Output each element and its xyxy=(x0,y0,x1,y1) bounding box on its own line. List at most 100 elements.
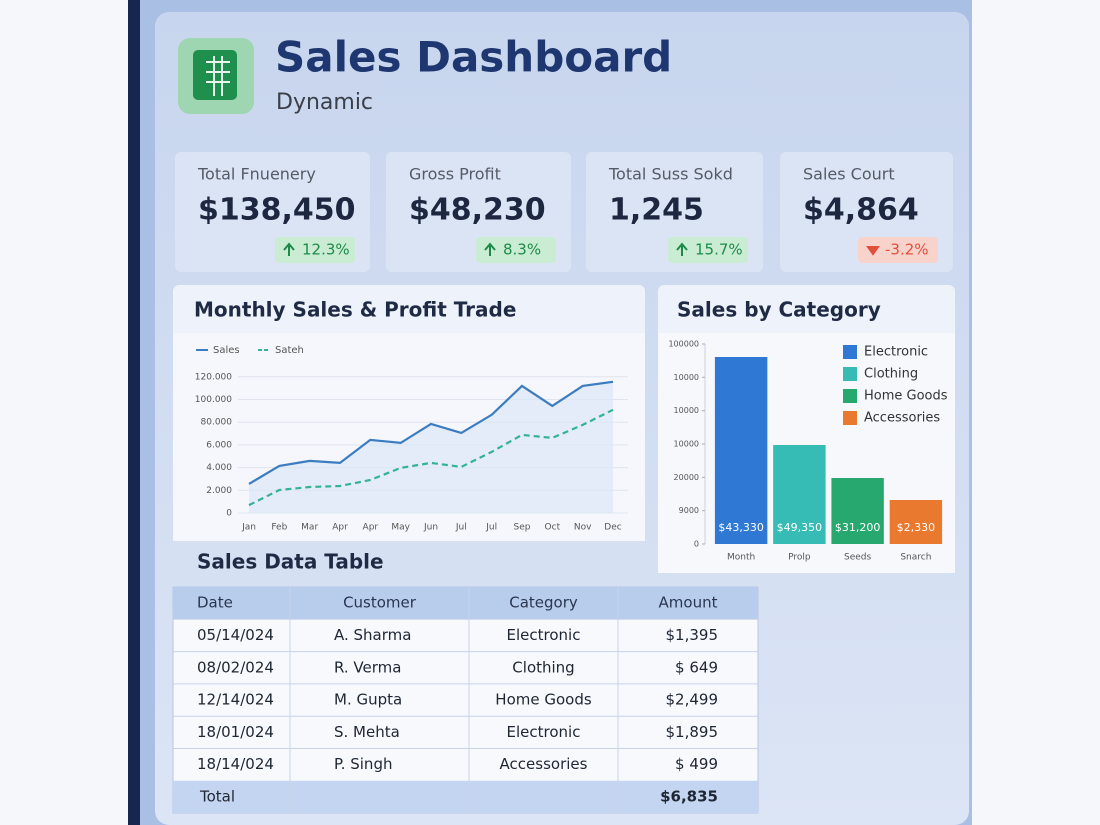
x-tick-label: Jul xyxy=(485,523,497,533)
kpi-badge xyxy=(275,237,355,263)
column-header: Date xyxy=(197,594,233,612)
frame-edge xyxy=(128,0,142,825)
y-tick-label: 9000 xyxy=(679,506,699,515)
table-cell: R. Verma xyxy=(334,658,401,676)
kpi-badge xyxy=(668,237,748,263)
bar-annotation: $31,200 xyxy=(835,521,881,534)
y-tick-label: 10000 xyxy=(674,406,699,415)
y-tick-label: 120.000 xyxy=(195,372,232,382)
table-cell: 12/14/024 xyxy=(197,691,274,709)
x-tick-label: Jan xyxy=(241,523,256,533)
kpi-change: 15.7% xyxy=(695,241,743,259)
table-cell: 18/01/024 xyxy=(197,723,274,741)
legend-swatch xyxy=(843,345,857,359)
app-icon-grid xyxy=(206,56,230,96)
legend-swatch xyxy=(843,367,857,381)
x-tick-label: Nov xyxy=(574,523,592,533)
table-cell: 18/14/024 xyxy=(197,755,274,773)
table-body xyxy=(172,586,759,814)
bar-annotation: $43,330 xyxy=(718,521,764,534)
y-tick-label: 100.000 xyxy=(195,395,232,405)
kpi-label: Gross Profit xyxy=(409,165,501,184)
table-footer xyxy=(173,780,758,814)
kpi-change: 8.3% xyxy=(503,241,541,259)
table-cell: $1,895 xyxy=(666,723,719,741)
sales-table: Date Customer Category Amount 05/14/024 A. Sh… xyxy=(172,586,759,814)
legend-label: Sales xyxy=(213,345,240,356)
y-tick-label: 2.000 xyxy=(206,486,232,496)
table-cell: Accessories xyxy=(500,755,588,773)
y-tick-label: 0 xyxy=(694,540,699,549)
kpi-change: 12.3% xyxy=(302,241,350,259)
table-cell: S. Mehta xyxy=(334,723,400,741)
x-tick-label: Jul xyxy=(455,523,467,533)
legend-label: Clothing xyxy=(864,367,918,382)
table-header xyxy=(173,587,758,620)
x-tick-label: Feb xyxy=(271,523,287,533)
x-tick-label: Sep xyxy=(514,523,531,533)
table-cell: $ 649 xyxy=(675,658,718,676)
table-cell: $ 499 xyxy=(675,755,718,773)
column-header: Category xyxy=(509,594,578,612)
table-cell: 08/02/024 xyxy=(197,658,274,676)
legend-label: Home Goods xyxy=(864,389,948,404)
x-tick-label: May xyxy=(391,523,410,533)
bar-annotation: $49,350 xyxy=(777,521,823,534)
line-title: Monthly Sales & Profit Trade xyxy=(194,298,516,322)
legend-swatch xyxy=(843,411,857,425)
series-line xyxy=(248,408,614,507)
table-cell: M. Gupta xyxy=(334,691,402,709)
x-tick-label: Jun xyxy=(423,523,438,533)
table-cell: $2,499 xyxy=(666,691,719,709)
table-cell: A. Sharma xyxy=(334,626,411,644)
legend-label: Accessories xyxy=(864,411,940,426)
subtitle: Dynamic xyxy=(276,90,373,115)
y-tick-label: 10000 xyxy=(674,440,699,449)
x-tick-label: Snarch xyxy=(900,553,931,563)
trend-arrow xyxy=(484,242,496,256)
y-tick-label: 20000 xyxy=(674,473,699,482)
kpi-change: -3.2% xyxy=(885,241,929,259)
trend-arrow xyxy=(283,242,295,256)
table-cell: $1,395 xyxy=(666,626,719,644)
area xyxy=(249,381,613,513)
footer-label: Total xyxy=(199,787,235,805)
series-line xyxy=(248,380,614,485)
y-tick-label: 4.000 xyxy=(206,463,232,473)
table-cell: Electronic xyxy=(507,723,581,741)
x-tick-label: Prolp xyxy=(788,553,811,563)
kpi-value: $48,230 xyxy=(409,193,546,228)
y-tick-label: 10000 xyxy=(674,373,699,382)
kpi-badge xyxy=(476,237,556,263)
title: Sales Dashboard xyxy=(275,33,672,82)
legend-label: Electronic xyxy=(864,345,928,360)
column-header: Amount xyxy=(659,594,718,612)
kpi-label: Total Suss Sokd xyxy=(608,165,733,184)
kpi-row: Total Fnuenery $138,450 12.3% Gross Profit $… xyxy=(175,152,953,272)
bar xyxy=(831,478,884,544)
footer-amount: $6,835 xyxy=(660,787,718,805)
kpi-badge xyxy=(858,237,938,263)
y-tick-label: 100000 xyxy=(668,340,699,349)
x-tick-label: Apr xyxy=(332,523,348,533)
trend-arrow xyxy=(676,242,688,256)
x-tick-label: Oct xyxy=(545,523,561,533)
y-tick-label: 6.000 xyxy=(206,440,232,450)
x-tick-label: Dec xyxy=(604,523,621,533)
y-tick-label: 0 xyxy=(226,509,232,519)
kpi-value: $138,450 xyxy=(198,193,356,228)
y-tick-label: 80.000 xyxy=(201,418,233,428)
table-cell: Electronic xyxy=(507,626,581,644)
kpi-value: $4,864 xyxy=(803,193,919,228)
table-cell: 05/14/024 xyxy=(197,626,274,644)
kpi-value: 1,245 xyxy=(609,193,704,228)
bar xyxy=(889,500,943,544)
x-tick-label: Mar xyxy=(301,523,318,533)
legend-label: Sateh xyxy=(275,345,304,356)
bar-annotation: $2,330 xyxy=(897,521,936,534)
legend-swatch xyxy=(843,389,857,403)
table-cell: P. Singh xyxy=(334,755,392,773)
kpi-label: Total Fnuenery xyxy=(197,165,316,184)
table-cell: Clothing xyxy=(512,658,574,676)
